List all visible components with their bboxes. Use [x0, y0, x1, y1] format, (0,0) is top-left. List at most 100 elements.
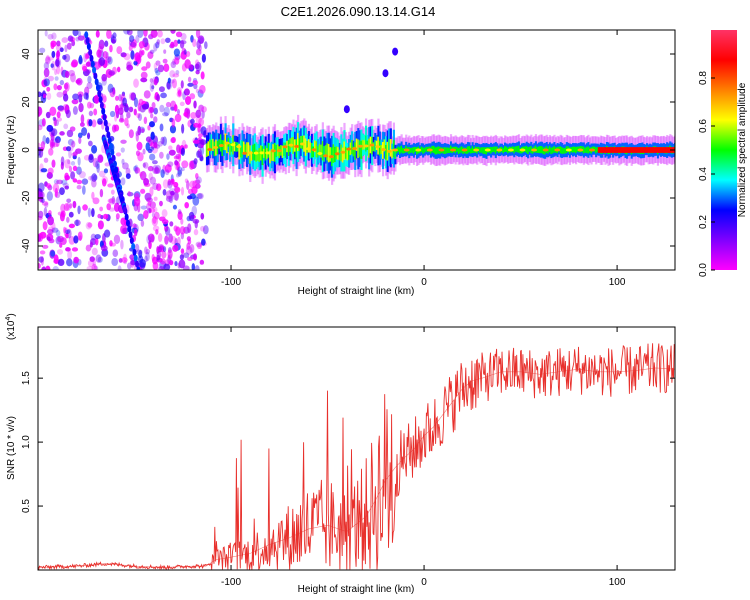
- noise-blob: [61, 179, 68, 186]
- signal-band-inner: [394, 150, 397, 159]
- noise-blob: [64, 70, 70, 79]
- noise-blob: [103, 229, 111, 238]
- noise-blob: [95, 254, 102, 263]
- noise-blob: [166, 153, 170, 160]
- snr-y-tick-label: 1.0: [21, 435, 32, 449]
- signal-band-inner: [205, 143, 209, 158]
- noise-blob: [115, 152, 122, 157]
- noise-blob: [183, 252, 190, 259]
- noise-blob: [72, 106, 78, 115]
- noise-blob: [128, 129, 134, 139]
- noise-blob: [38, 182, 45, 193]
- noise-blob: [98, 170, 106, 178]
- signal-band-inner: [564, 147, 567, 154]
- noise-blob: [192, 80, 199, 86]
- noise-blob: [133, 78, 139, 88]
- signal-band-inner: [436, 147, 439, 155]
- spectrogram-y-tick-label: -40: [21, 238, 32, 253]
- noise-blob: [192, 38, 197, 48]
- noise-blob: [54, 68, 58, 76]
- signal-band-inner: [273, 142, 277, 162]
- noise-blob: [133, 60, 138, 66]
- signal-peak: [507, 148, 514, 152]
- signal-band-inner: [539, 146, 542, 154]
- noise-blob: [56, 249, 64, 255]
- noise-blob: [163, 106, 170, 117]
- noise-blob: [103, 168, 109, 174]
- noise-blob: [123, 53, 131, 61]
- noise-blob: [125, 173, 131, 179]
- noise-blob: [169, 125, 177, 134]
- noise-blob: [109, 110, 116, 118]
- colorbar-tick-label: 0.4: [698, 167, 709, 181]
- noise-blob: [152, 216, 157, 224]
- streak-segment: [107, 137, 112, 145]
- noise-blob: [151, 254, 155, 262]
- noise-blob: [169, 190, 175, 196]
- noise-blob: [133, 228, 138, 237]
- noise-blob: [181, 160, 189, 169]
- noise-blob: [175, 173, 180, 178]
- signal-band-inner: [352, 146, 355, 157]
- signal-peak: [531, 148, 538, 152]
- signal-band-inner: [219, 134, 223, 152]
- noise-blob: [39, 191, 45, 199]
- noise-blob: [133, 196, 141, 207]
- noise-blob: [123, 253, 127, 262]
- signal-band-inner: [344, 146, 348, 159]
- signal-peak: [230, 143, 236, 147]
- signal-band-inner: [304, 138, 307, 156]
- noise-blob: [155, 229, 159, 235]
- noise-blob: [104, 162, 110, 167]
- signal-band-inner: [448, 147, 451, 154]
- noise-blob: [168, 145, 173, 150]
- noise-blob: [164, 226, 171, 236]
- noise-blob: [129, 254, 136, 261]
- noise-blob: [101, 178, 107, 187]
- noise-blob: [140, 188, 146, 194]
- noise-blob: [181, 167, 185, 172]
- signal-peak: [224, 141, 230, 145]
- noise-blob: [75, 219, 79, 227]
- signal-peak: [363, 144, 369, 148]
- signal-band-inner: [210, 139, 213, 150]
- noise-blob: [165, 195, 173, 202]
- noise-blob: [189, 180, 196, 189]
- streak-segment: [111, 154, 116, 162]
- signal-band-inner: [241, 140, 244, 158]
- noise-blob: [152, 160, 158, 165]
- noise-blob: [188, 160, 195, 170]
- noise-blob: [190, 118, 195, 125]
- noise-blob: [180, 217, 184, 225]
- noise-blob: [68, 223, 76, 229]
- noise-blob: [71, 140, 76, 148]
- noise-blob: [191, 205, 198, 216]
- noise-blob: [42, 93, 47, 99]
- noise-blob: [59, 187, 65, 196]
- signal-peak: [519, 148, 526, 152]
- noise-blob: [197, 133, 203, 138]
- signal-peak: [253, 151, 259, 155]
- noise-blob: [98, 57, 106, 66]
- signal-band-inner: [361, 139, 365, 150]
- noise-blob: [86, 82, 93, 90]
- noise-blob: [164, 164, 172, 173]
- noise-blob: [151, 212, 156, 218]
- noise-blob: [89, 256, 95, 262]
- noise-blob: [41, 197, 45, 204]
- noise-blob: [196, 242, 202, 250]
- streak-segment: [84, 31, 89, 39]
- noise-blob: [115, 95, 119, 101]
- noise-blob: [46, 236, 51, 241]
- noise-blob: [90, 233, 97, 241]
- noise-blob: [86, 265, 94, 270]
- noise-blob: [65, 232, 69, 239]
- noise-blob: [147, 124, 151, 131]
- signal-band-inner: [414, 146, 417, 152]
- noise-blob: [121, 158, 125, 165]
- noise-blob: [77, 156, 81, 166]
- streak-segment: [95, 84, 100, 92]
- signal-band-inner: [315, 141, 318, 158]
- signal-band-inner: [383, 139, 386, 152]
- noise-blob: [165, 101, 171, 108]
